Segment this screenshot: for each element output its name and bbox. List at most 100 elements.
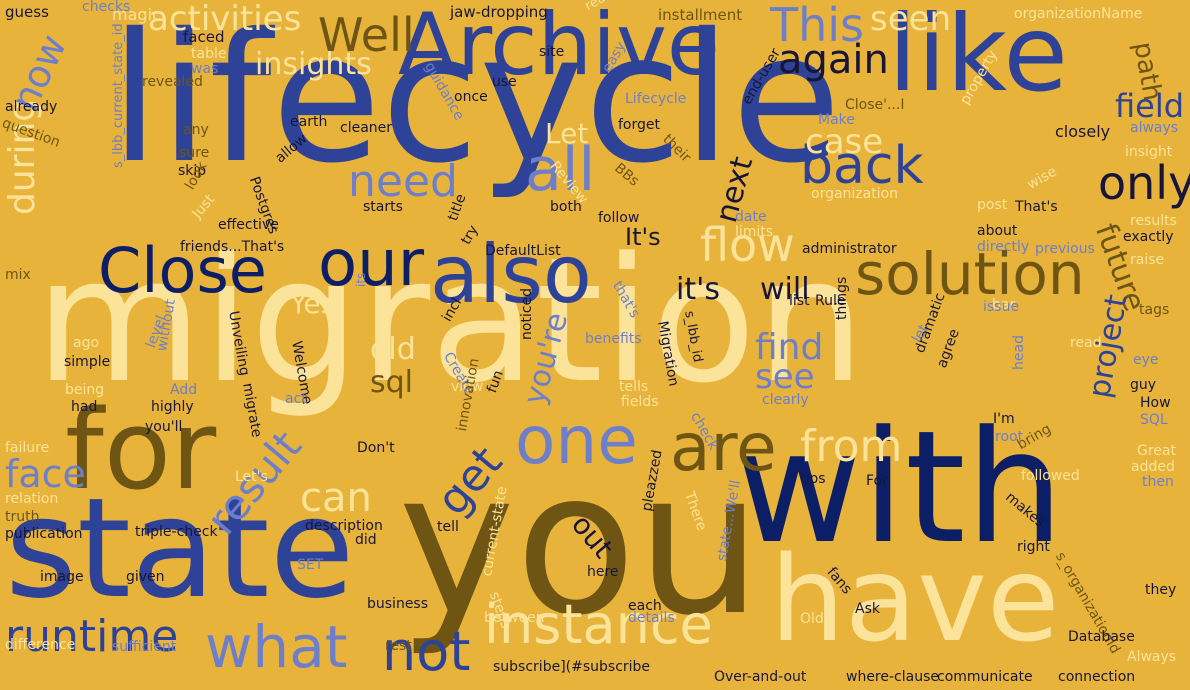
word-ago: ago	[73, 335, 100, 351]
word-it-s: it's	[676, 272, 720, 307]
word-list: list	[789, 293, 810, 309]
word-runtime: runtime	[5, 611, 179, 662]
word-limits: limits	[735, 224, 774, 240]
word-again: again	[778, 37, 889, 83]
word-eye: eye	[1133, 352, 1159, 368]
word-starts: starts	[363, 199, 403, 215]
word-yes: Yes	[290, 287, 336, 320]
word-given: given	[126, 569, 165, 585]
word-description: description	[305, 518, 383, 534]
word-relation: relation	[5, 491, 59, 507]
word-cleaner: cleaner	[340, 120, 393, 136]
word-truth: truth	[5, 509, 40, 525]
word-see: see	[755, 357, 815, 397]
word-site: site	[539, 44, 565, 60]
word-i-m: I'm	[993, 411, 1015, 427]
word-simple: simple	[64, 354, 111, 370]
word-then: then	[1142, 474, 1174, 490]
word-communicate: communicate	[937, 669, 1033, 685]
word-closely: closely	[1055, 122, 1111, 141]
word-difference: difference	[5, 637, 76, 653]
word-effective: effective	[218, 217, 279, 233]
word-make: Make	[818, 112, 855, 128]
word-insight: insight	[1125, 144, 1173, 160]
word-that-s: That's	[1015, 199, 1058, 215]
word-sure: sure	[179, 145, 210, 161]
word-old: Old	[800, 611, 824, 627]
word-use: use	[492, 74, 517, 90]
word-publication: publication	[5, 526, 83, 542]
word-friends-that-s: friends...That's	[180, 239, 285, 255]
word-being: being	[65, 382, 105, 398]
word-you: you	[398, 428, 762, 659]
word-any: any	[183, 122, 209, 138]
word-magic: magic	[112, 5, 161, 24]
word-right: right	[1017, 539, 1050, 555]
word-well: Well	[318, 8, 415, 62]
word-jaw-dropping: jaw-dropping	[450, 3, 548, 21]
word-with: with	[735, 397, 1064, 578]
word-highly: highly	[151, 399, 194, 415]
word-issue: issue	[983, 299, 1019, 315]
word-follow: follow	[598, 210, 640, 226]
word-our: our	[318, 227, 425, 301]
word-this: This	[770, 0, 864, 52]
word-clearly: clearly	[762, 392, 809, 408]
word-state: state	[5, 468, 355, 629]
word-set: SET	[297, 557, 324, 573]
word-instance: instance	[484, 593, 713, 656]
word-rest: rest	[385, 638, 412, 654]
word-old: old	[370, 332, 416, 367]
word-lifecycle: Lifecycle	[625, 91, 687, 107]
word-table: table	[191, 46, 227, 62]
word-had: had	[71, 399, 98, 415]
word-let-s: Let's	[235, 469, 268, 485]
word-details: details	[628, 610, 675, 626]
word-already: already	[5, 99, 58, 115]
word-directly: directly	[977, 239, 1030, 255]
word-field: field	[1115, 87, 1185, 125]
word-faced: faced	[183, 28, 225, 46]
word-mix: mix	[5, 267, 31, 283]
word-added: added	[1131, 459, 1175, 475]
word-its: its	[354, 272, 368, 287]
word-things: things	[834, 276, 850, 320]
word-previous: previous	[1035, 241, 1095, 257]
word-great: Great	[1137, 443, 1176, 459]
word-checks: checks	[82, 0, 131, 15]
word-solution: solution	[855, 240, 1085, 308]
word-back: back	[800, 136, 924, 196]
word-benefits: benefits	[585, 331, 642, 347]
word-also: also	[430, 228, 592, 321]
word-here: here	[587, 564, 619, 580]
word-one: one	[515, 402, 638, 479]
word-will: will	[760, 272, 810, 307]
word-tips: tips	[800, 471, 826, 487]
word-how: How	[1140, 395, 1171, 411]
word-installment: installment	[658, 6, 743, 24]
word-always: always	[1130, 120, 1179, 136]
word-did: did	[355, 532, 377, 548]
word-act: act	[285, 391, 307, 407]
word-close: Close	[98, 234, 267, 307]
word-both: both	[550, 199, 582, 215]
word-each: each	[628, 598, 662, 614]
word-ask: Ask	[855, 601, 880, 617]
word-forget: forget	[618, 117, 660, 133]
word-failure: failure	[5, 440, 50, 456]
word-guess: guess	[5, 3, 49, 21]
word-business: business	[367, 596, 429, 612]
word-let: Let	[545, 117, 589, 150]
word-sql: sql	[370, 365, 414, 400]
word-are: are	[670, 409, 777, 486]
word-insights: insights	[255, 47, 372, 82]
word-triple-check: triple-check	[135, 524, 218, 540]
word-connection: connection	[1058, 669, 1136, 685]
word-need: need	[348, 156, 458, 207]
word-raise: raise	[1130, 252, 1165, 268]
word-flow: flow	[700, 218, 795, 272]
word-for: For	[866, 473, 888, 489]
word-revealed: revealed	[142, 74, 203, 90]
word-face: face	[5, 452, 86, 496]
